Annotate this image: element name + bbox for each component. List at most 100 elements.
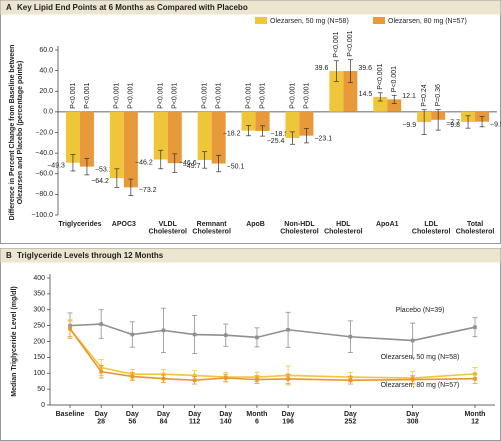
- panel-title: Triglyceride Levels through 12 Months: [17, 251, 164, 260]
- point: [410, 377, 415, 382]
- y-tick-label: 400: [33, 275, 45, 282]
- p-value: P<0.001: [259, 82, 266, 108]
- value-label: −18.5: [271, 131, 289, 138]
- x-tick-label: Total Cholesterol: [456, 221, 495, 236]
- y-tick-label: 60.0: [39, 47, 53, 54]
- p-value: P<0.001: [215, 82, 222, 108]
- x-tick-label: Month 6: [246, 411, 267, 426]
- point: [410, 338, 415, 343]
- panel-letter: B: [6, 251, 12, 260]
- x-tick-label: Triglycerides: [58, 221, 101, 228]
- y-tick-label: 150: [33, 354, 45, 361]
- point: [473, 376, 477, 381]
- x-tick-label: Day 56: [126, 411, 139, 426]
- bar: [299, 111, 314, 136]
- bar: [109, 111, 124, 179]
- p-value: P<0.001: [245, 82, 252, 108]
- y-tick-label: 20.0: [39, 88, 53, 95]
- bar: [373, 96, 388, 112]
- x-tick-label: Day 84: [157, 411, 170, 426]
- legend-label: Olezarsen, 80 mg (N=57): [388, 18, 467, 25]
- value-label: −49.3: [47, 163, 65, 170]
- bar: [285, 111, 300, 139]
- series-label: Olezarsen, 50 mg (N=58): [381, 354, 460, 361]
- point: [192, 378, 197, 383]
- x-tick-label: Non-HDL Cholesterol: [280, 221, 319, 236]
- y-axis-label: Difference in Percent Change from Baseli…: [9, 45, 16, 221]
- point: [161, 372, 166, 377]
- bar: [241, 111, 256, 131]
- x-tick-label: ApoA1: [376, 221, 399, 228]
- value-label: 39.6: [315, 65, 329, 72]
- panel-title: Key Lipid End Points at 6 Months as Comp…: [17, 3, 248, 12]
- p-value: P=0.36: [435, 84, 442, 106]
- series-label: Placebo (N=39): [396, 307, 445, 314]
- x-tick-label: Day 140: [219, 411, 232, 426]
- y-tick-label: 50: [37, 386, 45, 393]
- point: [161, 376, 166, 381]
- point: [255, 377, 259, 382]
- p-value: P<0.001: [84, 82, 91, 108]
- point: [192, 332, 197, 337]
- x-tick-label: APOC3: [112, 221, 136, 228]
- y-tick-label: 300: [33, 307, 45, 314]
- value-label: −50.1: [227, 163, 245, 170]
- bar: [153, 111, 168, 160]
- bar: [343, 71, 358, 112]
- point: [286, 377, 290, 381]
- bar: [197, 111, 212, 160]
- y-tick-label: −40.0: [35, 150, 53, 157]
- x-tick-label: Day 112: [188, 411, 201, 426]
- y-tick-label: 40.0: [39, 67, 53, 74]
- x-tick-label: Day 308: [406, 411, 419, 426]
- x-tick-label: ApoB: [246, 221, 265, 228]
- bar: [79, 111, 94, 167]
- value-label: −7.7: [446, 120, 460, 127]
- point: [348, 378, 353, 383]
- y-axis-label: Olezarsen and Placebo (percentage points…: [17, 61, 24, 205]
- value-label: −23.1: [314, 136, 332, 143]
- value-label: −73.2: [139, 187, 157, 194]
- p-value: P<0.001: [333, 31, 340, 57]
- value-label: −46.6: [179, 160, 197, 167]
- y-tick-label: −20.0: [35, 129, 53, 136]
- panel-a-header: [0, 0, 501, 15]
- p-value: P<0.001: [289, 82, 296, 108]
- y-tick-label: −60.0: [35, 171, 53, 178]
- point: [348, 334, 353, 339]
- legend-swatch: [255, 17, 267, 24]
- x-tick-label: Baseline: [56, 411, 85, 418]
- point: [68, 327, 72, 331]
- bar: [123, 111, 138, 188]
- p-value: P<0.001: [172, 82, 179, 108]
- bar: [167, 111, 182, 164]
- x-tick-label: HDL Cholesterol: [324, 221, 363, 236]
- value-label: −18.2: [223, 130, 241, 137]
- value-label: 39.6: [358, 65, 372, 72]
- x-tick-label: Day 28: [95, 411, 108, 426]
- bar: [255, 111, 270, 131]
- p-value: P<0.001: [391, 66, 398, 92]
- series-label: Olezarsen, 80 mg (N=57): [381, 382, 460, 389]
- value-label: −64.2: [91, 178, 109, 185]
- p-value: P<0.001: [114, 82, 121, 108]
- x-tick-label: Remnant Cholesterol: [192, 221, 231, 236]
- point: [99, 369, 103, 374]
- p-value: P<0.001: [303, 82, 310, 108]
- y-tick-label: 200: [33, 338, 45, 345]
- point: [473, 325, 477, 330]
- y-tick-label: 0: [41, 402, 45, 409]
- bar: [65, 111, 80, 163]
- p-value: P=0.24: [421, 84, 428, 106]
- y-axis-label: Median Triglyceride Level (mg/dl): [11, 286, 18, 396]
- point: [192, 373, 197, 378]
- y-tick-label: 250: [33, 322, 45, 329]
- value-label: 12.1: [402, 93, 416, 100]
- value-label: −9.5: [490, 122, 501, 129]
- x-tick-label: VLDL Cholesterol: [148, 221, 187, 236]
- legend-swatch: [373, 17, 385, 24]
- y-tick-label: −100.0: [31, 212, 53, 219]
- p-value: P<0.001: [158, 82, 165, 108]
- point: [223, 333, 228, 337]
- panel-letter: A: [6, 3, 12, 12]
